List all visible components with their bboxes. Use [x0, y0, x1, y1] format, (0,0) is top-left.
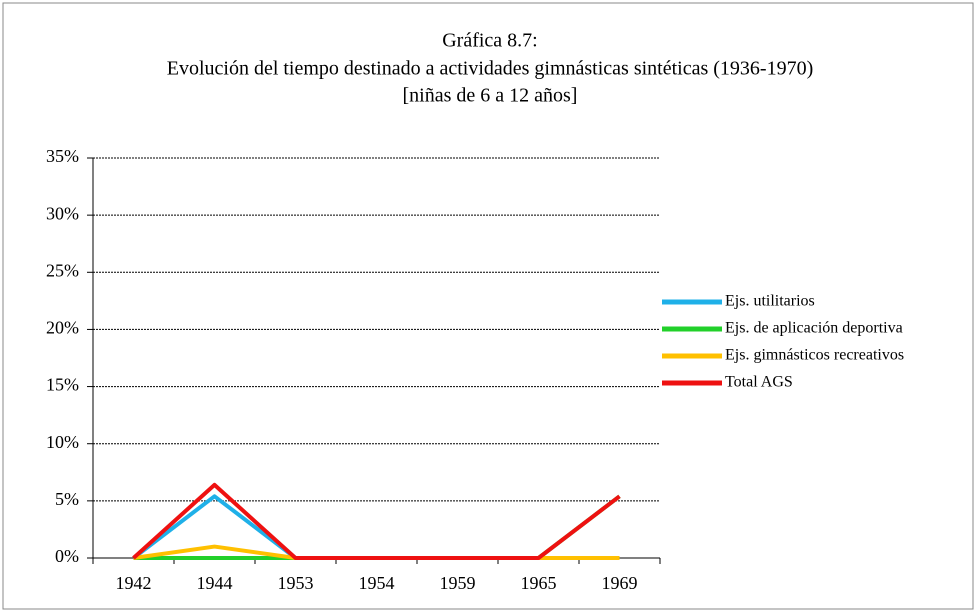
legend-label: Total AGS: [725, 374, 793, 391]
x-tick-label: 1953: [278, 573, 314, 593]
x-tick-label: 1959: [440, 573, 476, 593]
y-tick-label: 0%: [55, 546, 79, 566]
legend-label: Ejs. gimnásticos recreativos: [725, 347, 904, 364]
x-tick-label: 1954: [359, 573, 395, 593]
legend-label: Ejs. de aplicación deportiva: [725, 320, 903, 337]
x-tick-label: 1965: [521, 573, 557, 593]
chart-title: Gráfica 8.7:: [442, 30, 538, 52]
legend-label: Ejs. utilitarios: [725, 293, 815, 310]
y-tick-label: 5%: [55, 489, 79, 509]
x-tick-label: 1942: [116, 573, 152, 593]
series-line: [132, 482, 621, 560]
y-tick-label: 35%: [46, 146, 79, 166]
chart-subtitle: [niñas de 6 a 12 años]: [403, 85, 578, 107]
y-tick-label: 20%: [46, 318, 79, 338]
chart-subtitle: Evolución del tiempo destinado a activid…: [167, 58, 814, 80]
x-tick-label: 1944: [197, 573, 233, 593]
y-tick-label: 30%: [46, 203, 79, 223]
x-tick-label: 1969: [602, 573, 638, 593]
y-tick-label: 15%: [46, 375, 79, 395]
y-tick-label: 25%: [46, 260, 79, 280]
y-tick-label: 10%: [46, 432, 79, 452]
